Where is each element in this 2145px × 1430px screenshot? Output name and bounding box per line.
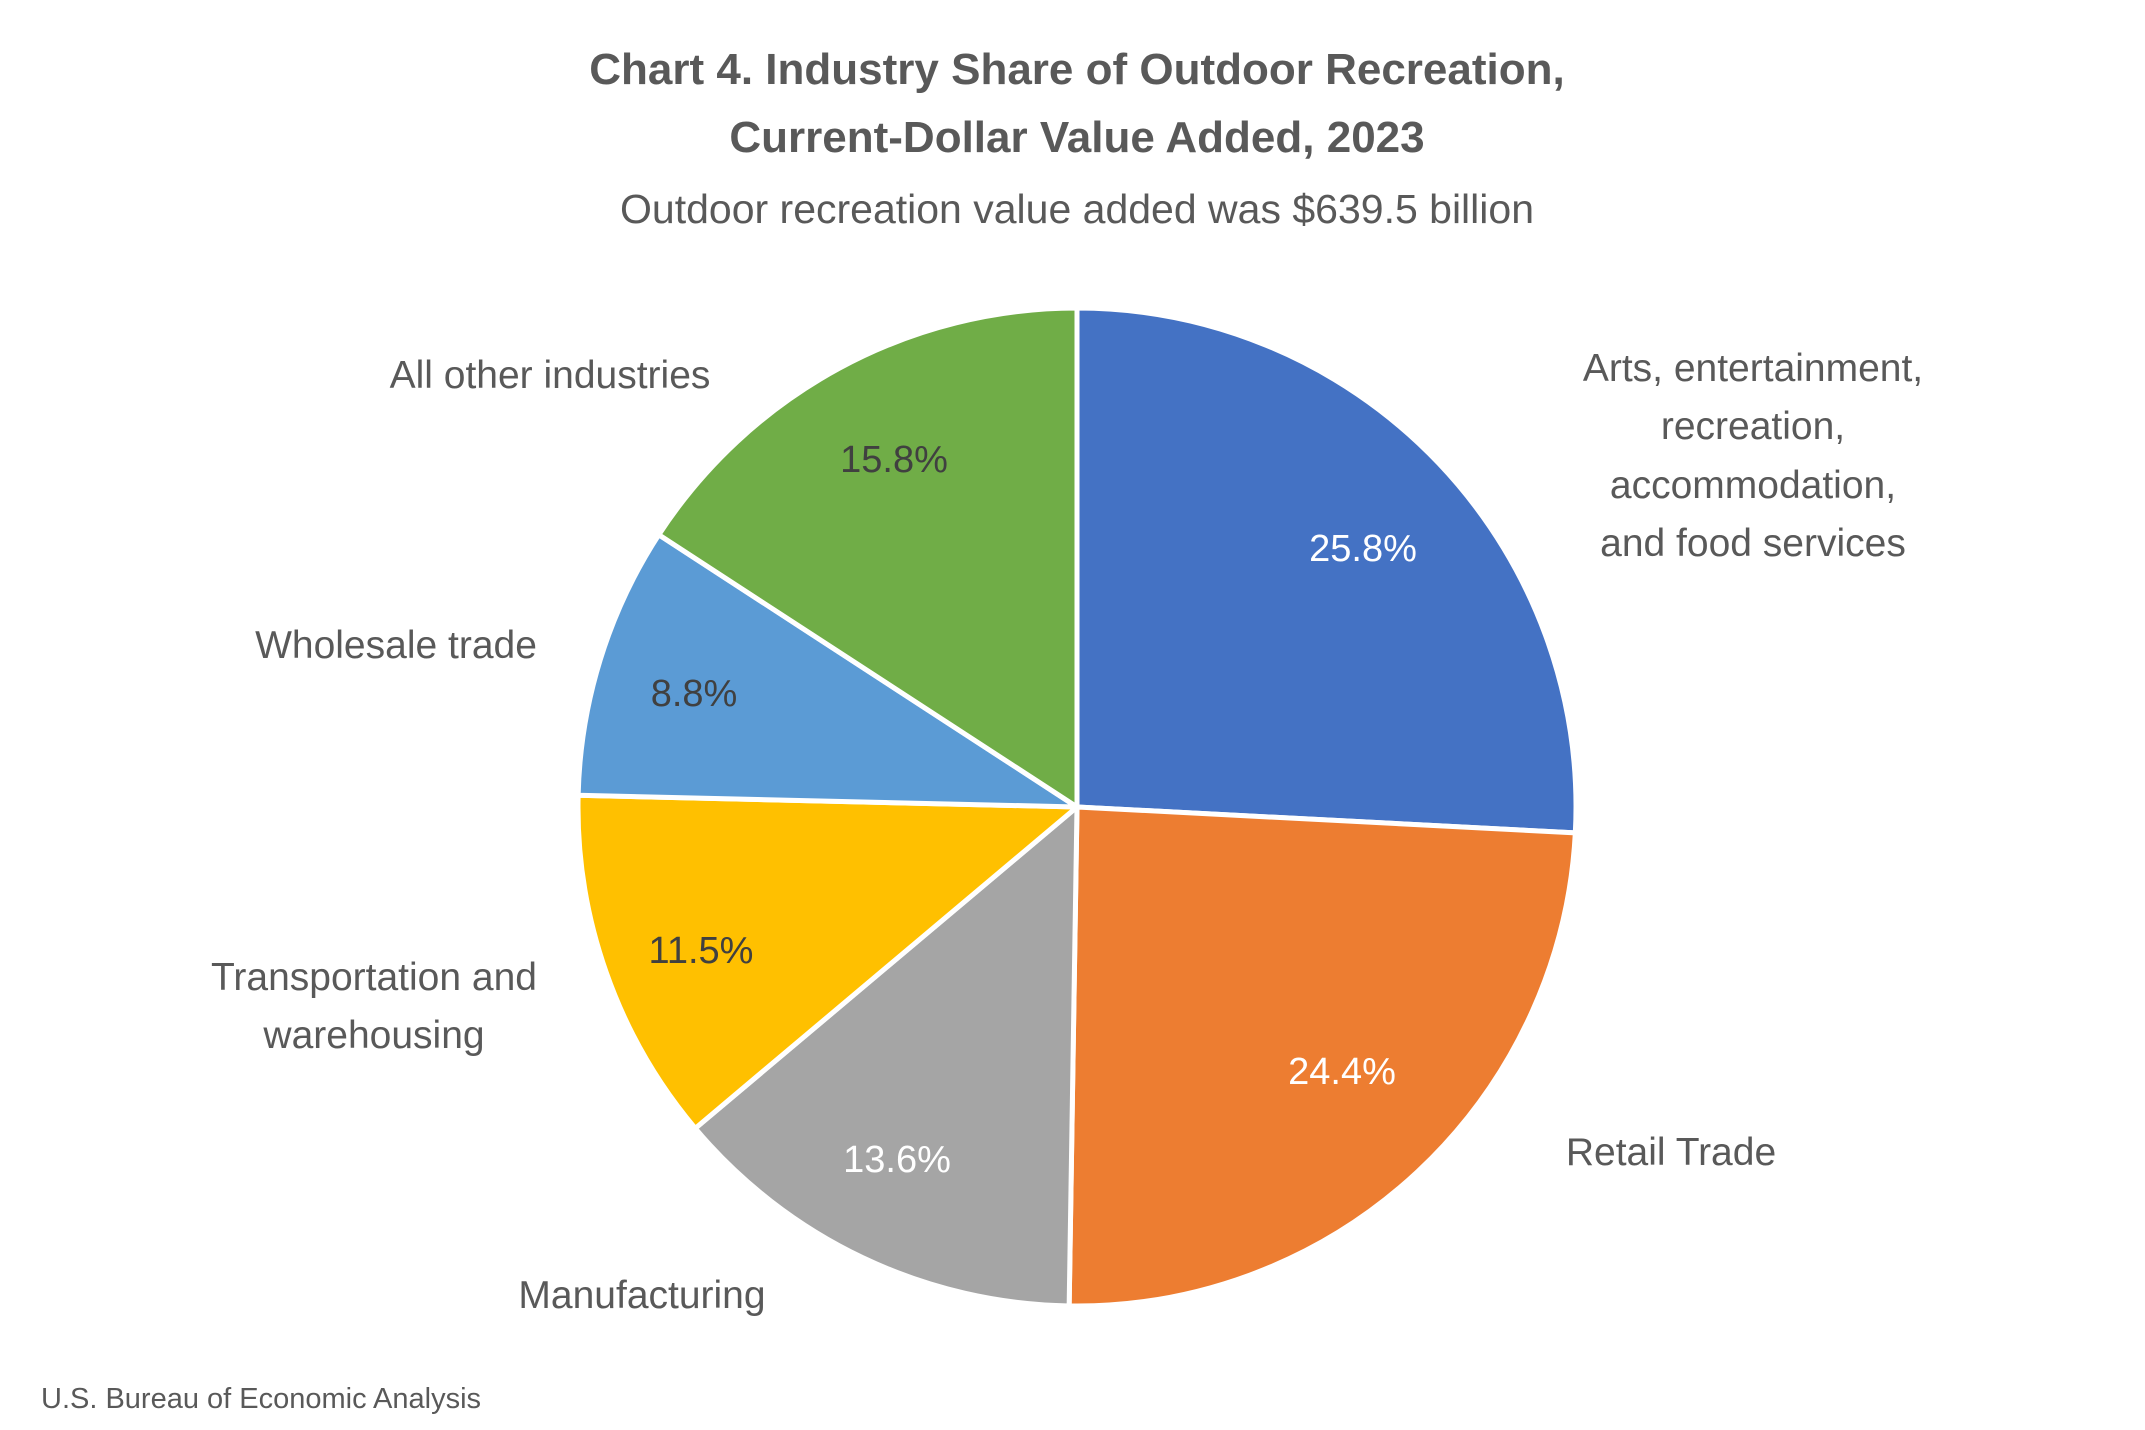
data-label-0: 25.8% [1309, 528, 1417, 570]
data-label-2: 13.6% [843, 1139, 951, 1181]
category-label-2: Manufacturing [518, 1274, 765, 1317]
pie-slice-3 [575, 792, 1080, 1131]
chart-title-line-1: Chart 4. Industry Share of Outdoor Recre… [589, 45, 1564, 94]
category-label-0: Arts, entertainment, [1583, 347, 1923, 390]
data-label-4: 8.8% [651, 673, 738, 715]
pie-slice-5 [656, 305, 1080, 810]
pie-slice-0 [1074, 305, 1579, 836]
category-label-4: Wholesale trade [255, 624, 537, 667]
source-note: U.S. Bureau of Economic Analysis [41, 1383, 481, 1415]
category-label-0: accommodation, [1610, 464, 1896, 507]
category-label-5: All other industries [390, 354, 711, 397]
pie-slice-1 [1066, 804, 1578, 1309]
pie-slice-4 [575, 532, 1080, 810]
data-label-5: 15.8% [840, 439, 948, 481]
chart-subtitle: Outdoor recreation value added was $639.… [620, 186, 1534, 232]
chart-title-line-2: Current-Dollar Value Added, 2023 [729, 113, 1424, 162]
category-label-0: recreation, [1661, 405, 1845, 448]
category-label-0: and food services [1600, 522, 1906, 565]
category-label-3: Transportation and [211, 956, 537, 999]
category-label-1: Retail Trade [1566, 1131, 1776, 1174]
pie-labels: 25.8% Arts, entertainment, recreation, acco… [211, 347, 1923, 1317]
pie-slices [575, 305, 1579, 1309]
pie-slice-2 [692, 804, 1080, 1309]
category-label-3: warehousing [262, 1014, 484, 1057]
data-label-3: 11.5% [649, 930, 754, 972]
data-label-1: 24.4% [1288, 1051, 1396, 1093]
